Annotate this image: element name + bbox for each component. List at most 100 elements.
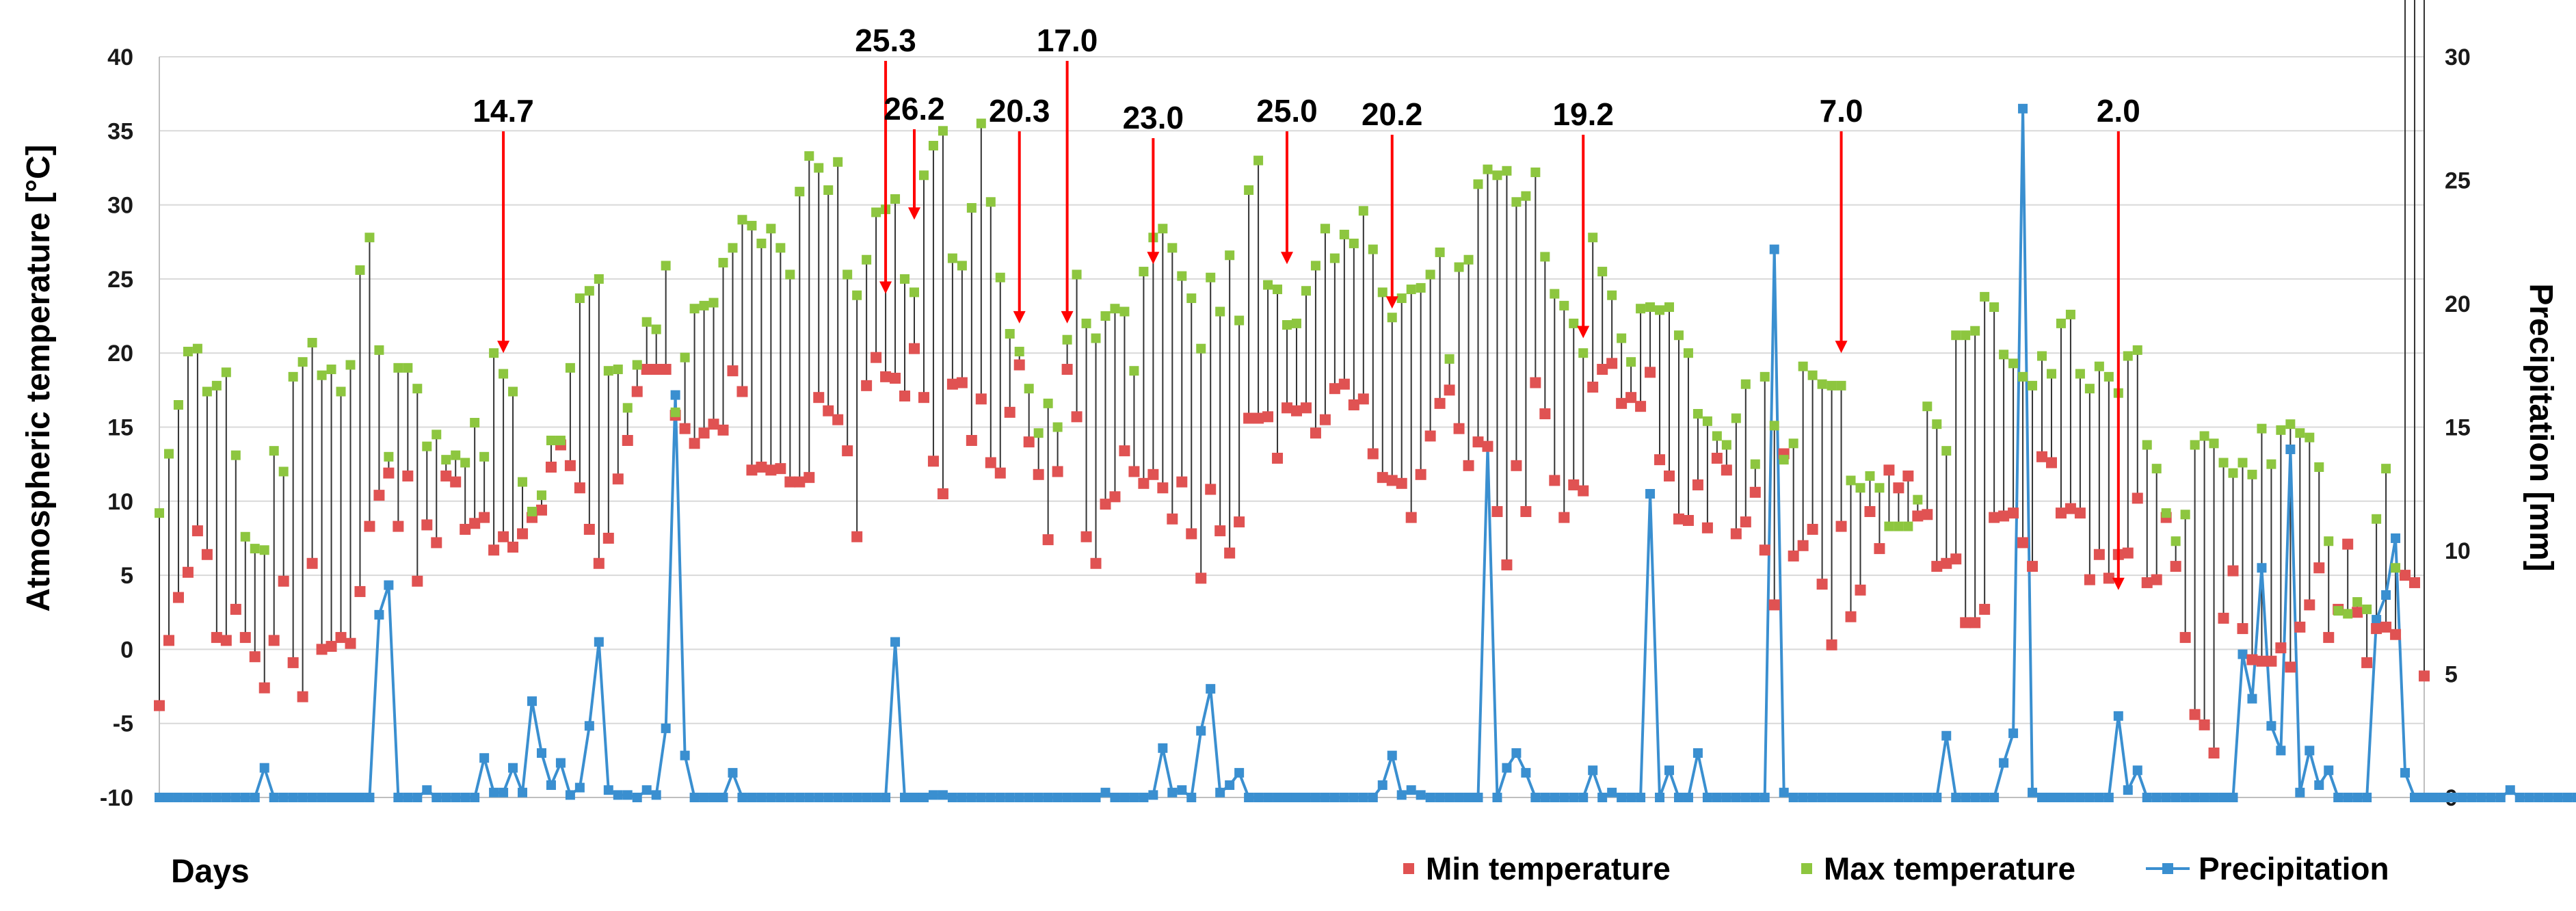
max-temperature-point [1617,333,1627,343]
min-temperature-point [1186,528,1197,540]
precipitation-point [2170,793,2181,802]
min-temperature-point [2218,612,2229,624]
min-temperature-point [650,364,662,375]
min-temperature-point [2170,561,2181,572]
max-temperature-point [1597,267,1608,277]
precipitation-point [2028,787,2038,797]
precipitation-point [842,793,853,802]
max-temperature-point [747,220,757,230]
min-temperature-point [2027,561,2039,572]
max-temperature-point [1396,293,1407,304]
min-temperature-point [2352,607,2363,618]
min-temperature-point [1520,505,1532,517]
precipitation-point [317,793,327,802]
max-temperature-point [708,298,719,308]
min-temperature-point [211,632,222,644]
min-temperature-point [1262,411,1274,423]
precipitation-point [1148,790,1158,800]
precipitation-point [1129,793,1139,802]
min-temperature-series [154,343,2430,759]
max-temperature-point [1712,431,1722,441]
max-temperature-point [1186,293,1197,304]
max-temperature-point [211,380,222,391]
precipitation-point [1444,793,1455,802]
max-temperature-point [2372,514,2382,524]
min-temperature-point [1386,475,1398,486]
min-temperature-point [756,461,767,473]
min-temperature-point [1912,510,1924,522]
max-temperature-point [1444,354,1455,364]
max-temperature-point [163,449,174,459]
min-temperature-point [1253,412,1264,424]
precipitation-point [2218,793,2229,802]
precipitation-point [1206,684,1216,694]
min-temperature-point [1931,561,1943,572]
precipitation-point [2562,793,2573,802]
precipitation-point [1817,793,1827,802]
legend-precip-marker [2162,863,2173,874]
min-temperature-point [1119,445,1130,457]
min-temperature-point [871,352,882,363]
min-temperature-point [1052,466,1063,477]
precipitation-point [1339,793,1349,802]
precipitation-point [2084,793,2095,802]
y2-tick-label: 10 [2445,538,2471,564]
max-temperature-point [1291,318,1301,328]
max-temperature-point [947,253,957,263]
precipitation-point [499,787,509,797]
max-temperature-point [230,450,241,460]
max-temperature-point [202,386,212,397]
min-temperature-point [1501,559,1513,570]
min-temperature-point [717,424,729,436]
precipitation-point [1626,793,1636,802]
min-temperature-point [622,434,633,446]
max-temperature-point [1387,313,1397,323]
min-temperature-point [287,657,299,668]
min-temperature-point [1300,402,1312,414]
precipitation-point [1358,793,1368,802]
min-temperature-point [765,464,777,476]
max-temperature-point [451,450,461,460]
y-tick-label: 40 [107,44,133,70]
max-temperature-point [995,272,1005,282]
y2-axis-title: Precipitation [mm] [2523,283,2559,571]
precipitation-point [2410,793,2420,802]
min-temperature-point [1645,367,1656,378]
max-temperature-point [2084,384,2095,394]
max-temperature-point [1788,438,1798,449]
y-axis-title: Atmospheric temperature [°C] [21,144,57,611]
precipitation-point [2037,793,2047,802]
min-temperature-point [832,414,844,425]
legend-min-label: Min temperature [1426,851,1671,886]
precipitation-point [536,748,546,758]
min-temperature-point [191,525,203,537]
max-temperature-point [2046,369,2056,379]
min-temperature-point [564,460,576,471]
precipitation-point [1139,793,1149,802]
min-temperature-point [1635,401,1647,412]
min-temperature-point [612,473,624,485]
max-temperature-point [1129,366,1139,376]
precipitation-point [2314,780,2324,790]
precipitation-point [2199,793,2209,802]
precipitation-point [250,793,260,802]
precipitation-point [1196,726,1206,736]
min-temperature-point [2208,748,2220,759]
precipitation-point [2534,793,2544,802]
min-temperature-point [1941,557,1952,569]
precipitation-point [1779,787,1789,797]
precipitation-point [1320,793,1330,802]
min-temperature-point [268,635,280,646]
min-temperature-point [479,512,490,523]
precipitation-point [2228,793,2238,802]
precipitation-point [1215,787,1225,797]
min-temperature-point [230,603,241,615]
legend-max-label: Max temperature [1824,851,2075,886]
min-temperature-point [1558,512,1570,523]
max-temperature-point [336,386,346,397]
precipitation-point [1865,793,1875,802]
max-temperature-point [2199,431,2209,441]
precipitation-point [403,793,413,802]
min-temperature-point [1578,485,1589,497]
annotations: 14.7 25.3 26.2 20.3 17.0 23.0 25.0 20.2 19.2 7.0 2… [473,23,2140,590]
